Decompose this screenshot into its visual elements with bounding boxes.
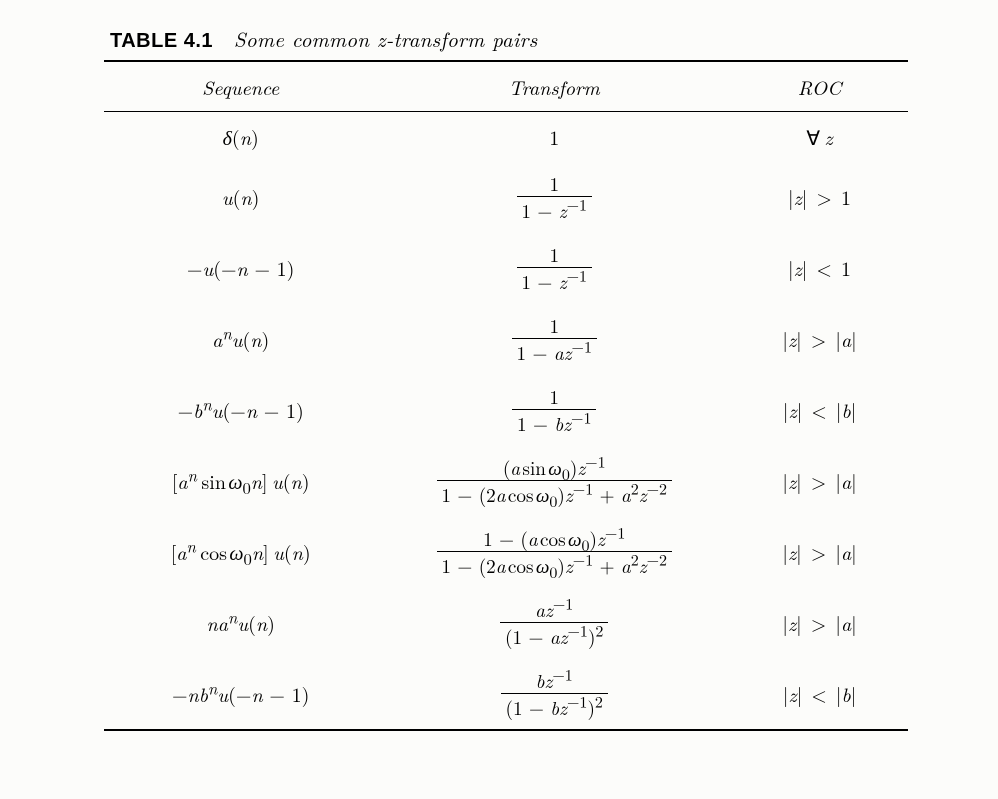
cell-roc: |z| > |a| [731, 516, 908, 587]
cell-sequence: [ancosω0n]u(n) [104, 516, 377, 587]
cell-sequence: u(n) [104, 161, 377, 232]
cell-transform: 1 1 − az−1 [377, 303, 731, 374]
cell-transform: az−1 (1 − az−1)2 [377, 587, 731, 658]
col-header-sequence: Sequence [104, 61, 377, 112]
page: TABLE 4.1 Some common z-transform pairs … [0, 0, 998, 759]
cell-roc: |z| < |b| [731, 374, 908, 445]
cell-transform: 1 − (acosω0)z−1 1 − (2acosω0)z−1 + a2z−2 [377, 516, 731, 587]
cell-transform: 1 [377, 112, 731, 162]
table-row: u(n) 1 1 − z−1 |z| > 1 [104, 161, 908, 232]
table-row: −bnu(−n − 1) 1 1 − bz−1 |z| < |b| [104, 374, 908, 445]
cell-sequence: [ansinω0n]u(n) [104, 445, 377, 516]
cell-roc: |z| > |a| [731, 587, 908, 658]
cell-transform: bz−1 (1 − bz−1)2 [377, 658, 731, 730]
cell-sequence: −u(−n − 1) [104, 232, 377, 303]
col-header-roc: ROC [731, 61, 908, 112]
table-row: nanu(n) az−1 (1 − az−1)2 |z| > |a| [104, 587, 908, 658]
cell-transform: 1 1 − bz−1 [377, 374, 731, 445]
table-label: TABLE 4.1 [110, 30, 213, 52]
cell-sequence: anu(n) [104, 303, 377, 374]
cell-roc: ∀z [731, 112, 908, 162]
cell-transform: 1 1 − z−1 [377, 161, 731, 232]
cell-roc: |z| > 1 [731, 161, 908, 232]
z-transform-table: Sequence Transform ROC δ(n) 1 ∀z [104, 60, 908, 731]
cell-sequence: −bnu(−n − 1) [104, 374, 377, 445]
cell-transform: (asinω0)z−1 1 − (2acosω0)z−1 + a2z−2 [377, 445, 731, 516]
table-caption: TABLE 4.1 Some common z-transform pairs [110, 24, 908, 54]
table-row: [ancosω0n]u(n) 1 − (acosω0)z−1 1 − (2aco… [104, 516, 908, 587]
cell-sequence: nanu(n) [104, 587, 377, 658]
cell-roc: |z| > |a| [731, 445, 908, 516]
cell-sequence: δ(n) [104, 112, 377, 162]
table-title: Some common z-transform pairs [234, 24, 537, 54]
table-row: −u(−n − 1) 1 1 − z−1 |z| < 1 [104, 232, 908, 303]
cell-roc: |z| > |a| [731, 303, 908, 374]
table-row: −nbnu(−n − 1) bz−1 (1 − bz−1)2 |z| < |b| [104, 658, 908, 730]
cell-roc: |z| < 1 [731, 232, 908, 303]
cell-transform: 1 1 − z−1 [377, 232, 731, 303]
table-header-row: Sequence Transform ROC [104, 61, 908, 112]
cell-sequence: −nbnu(−n − 1) [104, 658, 377, 730]
cell-roc: |z| < |b| [731, 658, 908, 730]
table-row: δ(n) 1 ∀z [104, 112, 908, 162]
col-header-transform: Transform [377, 61, 731, 112]
table-row: anu(n) 1 1 − az−1 |z| > |a| [104, 303, 908, 374]
table-row: [ansinω0n]u(n) (asinω0)z−1 1 − (2acosω0)… [104, 445, 908, 516]
